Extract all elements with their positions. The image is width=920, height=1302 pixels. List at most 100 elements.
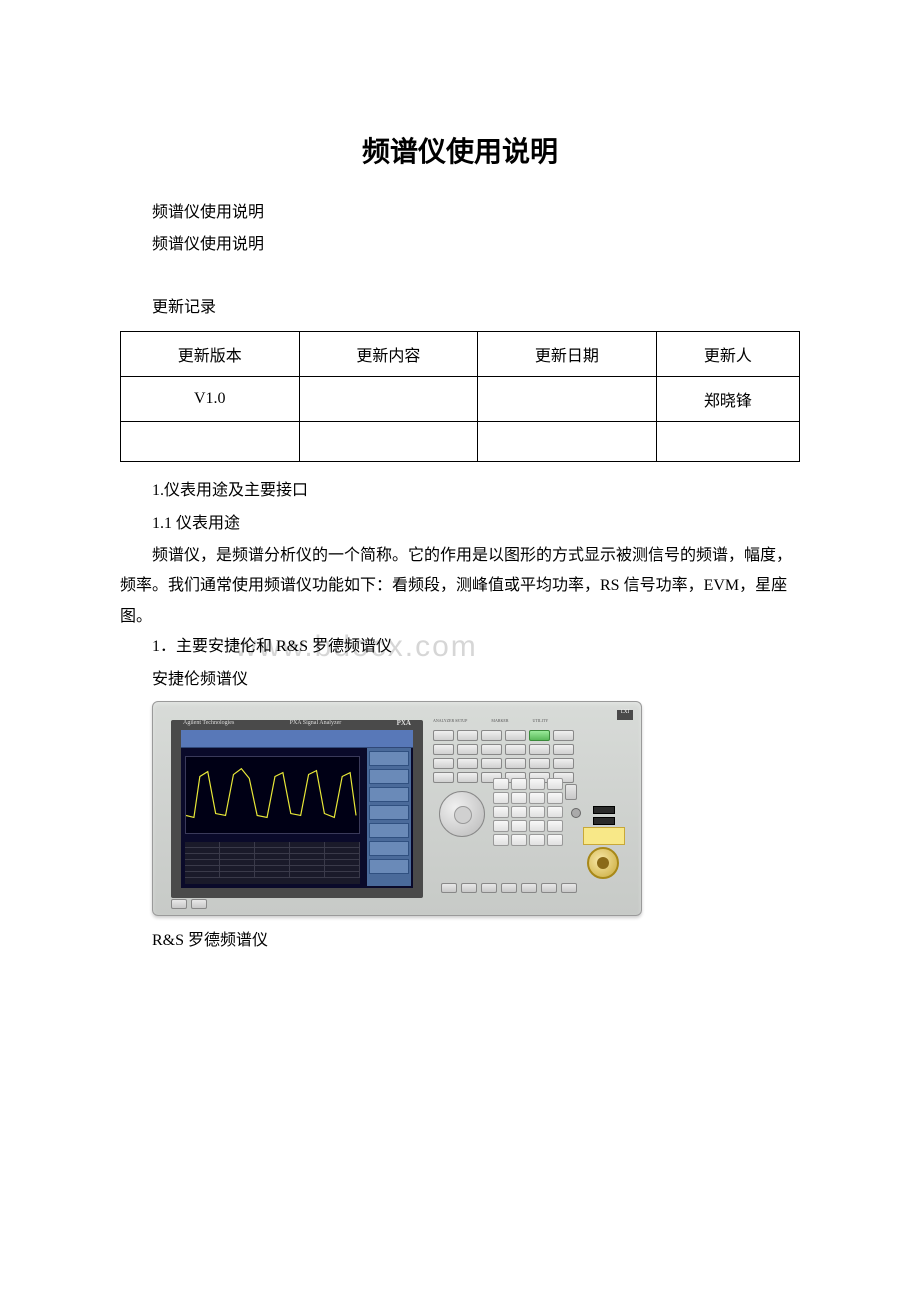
table-row: V1.0 郑晓锋	[121, 377, 800, 422]
cell-person: 郑晓锋	[656, 377, 799, 422]
aux-btn	[191, 899, 207, 909]
cell-version: V1.0	[121, 377, 300, 422]
usb-port-icon	[593, 806, 615, 814]
col-version: 更新版本	[121, 332, 300, 377]
keypad-btn	[493, 834, 509, 846]
hw-button	[481, 744, 502, 755]
bottom-btn	[541, 883, 557, 893]
bottom-btn	[521, 883, 537, 893]
power-btn	[171, 899, 187, 909]
hw-button	[457, 730, 478, 741]
keypad-btn	[493, 806, 509, 818]
section-1: 1.仪表用途及主要接口	[120, 476, 800, 506]
softkey	[369, 805, 409, 820]
cell-version	[121, 422, 300, 462]
keypad-btn	[493, 792, 509, 804]
nav-wheel-center	[454, 806, 472, 824]
brand-right: PXA	[397, 719, 411, 727]
nav-wheel	[439, 791, 485, 837]
softkey	[369, 787, 409, 802]
hw-button	[553, 758, 574, 769]
intro-line-2: 频谱仪使用说明	[120, 230, 800, 260]
cell-date	[478, 422, 657, 462]
waveform-line	[186, 769, 356, 818]
power-buttons	[171, 899, 207, 909]
hw-button-preset	[529, 730, 550, 741]
update-table: 更新版本 更新内容 更新日期 更新人 V1.0 郑晓锋	[120, 331, 800, 462]
intro-line-1: 频谱仪使用说明	[120, 198, 800, 228]
keypad-btn	[547, 792, 563, 804]
usb-port-icon	[593, 817, 615, 825]
hw-button	[457, 772, 478, 783]
brand-model: PXA Signal Analyzer	[290, 720, 342, 726]
watermark-row: www.bdocx.com 1．主要安捷伦和 R&S 罗德频谱仪	[120, 632, 800, 662]
bottom-btn	[481, 883, 497, 893]
screen-chart-area	[185, 756, 360, 834]
tbl-row	[185, 872, 360, 878]
keypad-btn	[529, 778, 545, 790]
bottom-btn	[441, 883, 457, 893]
hw-button	[433, 758, 454, 769]
panel-section-labels: ANALYZER SETUP MARKER UTILITY	[433, 718, 575, 723]
rf-input-connector	[587, 847, 619, 879]
cell-date	[478, 377, 657, 422]
device-screen	[181, 730, 413, 888]
cell-content	[299, 422, 478, 462]
softkey	[369, 859, 409, 874]
brand-strip: Agilent Technologies PXA Signal Analyzer…	[183, 718, 411, 728]
hw-button	[505, 758, 526, 769]
keypad-btn	[493, 820, 509, 832]
softkey	[369, 769, 409, 784]
label-utility: UTILITY	[533, 718, 549, 723]
rf-input-label	[583, 827, 625, 845]
screen-softkeys	[367, 748, 411, 886]
keypad-btn	[511, 834, 527, 846]
hw-button	[457, 744, 478, 755]
keypad-btn	[511, 778, 527, 790]
keypad-btn	[547, 778, 563, 790]
hw-button	[433, 772, 454, 783]
section-1-list: 1．主要安捷伦和 R&S 罗德频谱仪	[120, 632, 800, 662]
screen-data-table	[185, 842, 360, 884]
numeric-keypad	[493, 778, 573, 848]
hw-button	[433, 730, 454, 741]
hw-button	[433, 744, 454, 755]
softkey	[369, 841, 409, 856]
section-1-desc: 频谱仪，是频谱分析仪的一个简称。它的作用是以图形的方式显示被测信号的频谱，幅度，…	[120, 541, 800, 632]
keypad-btn	[493, 778, 509, 790]
table-row	[121, 422, 800, 462]
usb-ports	[593, 806, 615, 828]
softkey	[369, 751, 409, 766]
col-date: 更新日期	[478, 332, 657, 377]
rs-label: R&S 罗德频谱仪	[120, 926, 800, 956]
keypad-btn	[529, 792, 545, 804]
keypad-btn	[511, 820, 527, 832]
hw-button	[457, 758, 478, 769]
label-marker: MARKER	[491, 718, 508, 723]
keypad-btn	[511, 792, 527, 804]
hw-button	[481, 758, 502, 769]
bottom-btn	[561, 883, 577, 893]
keypad-btn	[529, 834, 545, 846]
keypad-btn	[511, 806, 527, 818]
bottom-btn	[501, 883, 517, 893]
bottom-button-row	[441, 883, 577, 893]
hw-button	[505, 730, 526, 741]
screen-titlebar	[181, 730, 413, 748]
keypad-btn	[547, 820, 563, 832]
table-header-row: 更新版本 更新内容 更新日期 更新人	[121, 332, 800, 377]
keypad-btn	[547, 806, 563, 818]
keypad-btn	[529, 806, 545, 818]
probe-power-btn	[565, 784, 577, 800]
softkey	[369, 823, 409, 838]
device-figure: LXI Agilent Technologies PXA Signal Anal…	[152, 701, 800, 916]
keypad-btn	[529, 820, 545, 832]
front-panel-controls: ANALYZER SETUP MARKER UTILITY	[433, 716, 629, 901]
col-person: 更新人	[656, 332, 799, 377]
cell-content	[299, 377, 478, 422]
bottom-btn	[461, 883, 477, 893]
page-title: 频谱仪使用说明	[120, 130, 800, 170]
hw-button	[529, 758, 550, 769]
hw-button	[553, 744, 574, 755]
cell-person	[656, 422, 799, 462]
